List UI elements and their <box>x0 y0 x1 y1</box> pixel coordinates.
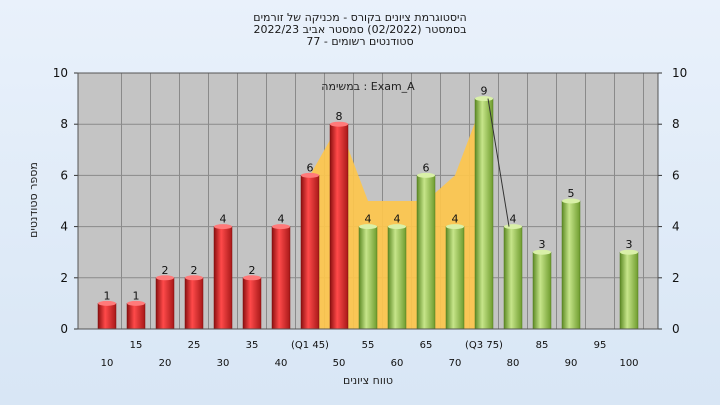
bar-30 <box>213 226 233 330</box>
bar-cap-60 <box>388 224 406 230</box>
bar-45 <box>300 175 320 330</box>
y-tick-label-left: 2 <box>60 271 68 285</box>
x-tick-label-85: 85 <box>536 340 549 351</box>
y-tick-label-left: 10 <box>53 66 68 80</box>
y-tick-label-left: 8 <box>60 117 68 131</box>
x-tick-label-30: 30 <box>217 358 230 369</box>
x-axis-label: טווח ציונים <box>343 374 393 387</box>
value-label-60: 4 <box>394 213 401 226</box>
y-tick-label-right: 10 <box>672 66 687 80</box>
bar-20 <box>155 277 175 330</box>
x-tick-label-40: 40 <box>275 358 288 369</box>
y-tick-label-right: 2 <box>672 271 680 285</box>
x-tick-label-50: 50 <box>333 358 346 369</box>
x-tick-label-60: 60 <box>391 358 404 369</box>
bar-cap-50 <box>330 121 348 127</box>
bar-25 <box>184 277 204 330</box>
y-axis-left-ticks: 0 2 4 6 8 10 <box>53 66 78 336</box>
value-label-10: 1 <box>104 289 111 302</box>
x-tick-label-35: 35 <box>246 340 259 351</box>
y-tick-label-left: 6 <box>60 168 68 182</box>
bar-85 <box>532 251 552 330</box>
x-axis-ticks: 10 15 20 25 30 35 40(Q1 45) 50 55 60 65 70(Q3 75) 80… <box>101 340 639 369</box>
value-label-90: 5 <box>568 187 575 200</box>
bars-group <box>97 96 639 330</box>
y-axis-right-ticks: 0 2 4 6 8 10 <box>658 66 687 336</box>
value-label-80: 4 <box>510 213 517 226</box>
x-tick-label-45: (Q1 45) <box>291 340 329 351</box>
annotation-exam: במשימה : Exam_A <box>321 80 415 93</box>
bar-60 <box>387 226 407 330</box>
bar-cap-30 <box>214 224 232 230</box>
bar-cap-10 <box>98 300 116 306</box>
bar-cap-100 <box>620 249 638 255</box>
bar-35 <box>242 277 262 330</box>
bar-cap-15 <box>127 300 145 306</box>
bar-cap-25 <box>185 275 203 281</box>
bar-cap-55 <box>359 224 377 230</box>
x-tick-label-70: 70 <box>449 358 462 369</box>
y-tick-label-left: 0 <box>60 322 68 336</box>
value-label-30: 4 <box>220 213 227 226</box>
value-labels: 1 1 2 2 4 2 4 6 8 4 4 6 4 9 4 3 5 3 <box>104 85 633 303</box>
chart-subtitle-students: סטודנטים רשומים - 77 <box>306 35 414 48</box>
plot-border <box>77 72 659 330</box>
y-tick-label-right: 0 <box>672 322 680 336</box>
value-label-35: 2 <box>249 264 256 277</box>
value-label-75: 9 <box>481 85 488 98</box>
bar-100 <box>619 251 639 330</box>
y-tick-label-right: 8 <box>672 117 680 131</box>
x-tick-label-20: 20 <box>159 358 172 369</box>
x-tick-label-75: (Q3 75) <box>465 340 503 351</box>
bar-65 <box>416 175 436 330</box>
chart-subtitle-semester: בסמסטר (02/2022) סמסטר אביב 2022/23 <box>253 23 467 36</box>
value-label-65: 6 <box>423 161 430 174</box>
x-tick-label-25: 25 <box>188 340 201 351</box>
bar-55 <box>358 226 378 330</box>
bar-cap-70 <box>446 224 464 230</box>
x-tick-label-80: 80 <box>507 358 520 369</box>
bar-cap-90 <box>562 198 580 204</box>
bar-90 <box>561 200 581 330</box>
x-tick-label-15: 15 <box>130 340 143 351</box>
value-label-25: 2 <box>191 264 198 277</box>
y-tick-label-right: 6 <box>672 168 680 182</box>
bar-cap-20 <box>156 275 174 281</box>
value-label-20: 2 <box>162 264 169 277</box>
bar-75 <box>474 98 494 330</box>
bar-50 <box>329 123 349 330</box>
value-label-85: 3 <box>539 238 546 251</box>
bar-cap-40 <box>272 224 290 230</box>
y-tick-label-left: 4 <box>60 220 68 234</box>
bar-cap-65 <box>417 172 435 178</box>
x-tick-label-10: 10 <box>101 358 114 369</box>
x-tick-label-65: 65 <box>420 340 433 351</box>
value-label-45: 6 <box>307 161 314 174</box>
x-tick-label-95: 95 <box>594 340 607 351</box>
value-label-40: 4 <box>278 213 285 226</box>
bar-40 <box>271 226 291 330</box>
value-label-70: 4 <box>452 213 459 226</box>
x-tick-label-55: 55 <box>362 340 375 351</box>
x-tick-label-100: 100 <box>619 358 638 369</box>
x-tick-label-90: 90 <box>565 358 578 369</box>
q3-connector-line <box>487 98 510 227</box>
bar-cap-45 <box>301 172 319 178</box>
value-label-50: 8 <box>336 110 343 123</box>
value-label-15: 1 <box>133 289 140 302</box>
chart-title: היסטוגרמת ציונים בקורס - מכניקה של זורמי… <box>253 11 467 24</box>
bar-10 <box>97 303 117 330</box>
bar-cap-35 <box>243 275 261 281</box>
bar-70 <box>445 226 465 330</box>
y-axis-label: מספר סטודנטים <box>27 162 40 238</box>
y-tick-label-right: 4 <box>672 220 680 234</box>
value-label-55: 4 <box>365 213 372 226</box>
value-label-100: 3 <box>626 238 633 251</box>
quartile-band <box>310 98 484 329</box>
bar-cap-85 <box>533 249 551 255</box>
bar-15 <box>126 303 146 330</box>
bar-80 <box>503 226 523 330</box>
